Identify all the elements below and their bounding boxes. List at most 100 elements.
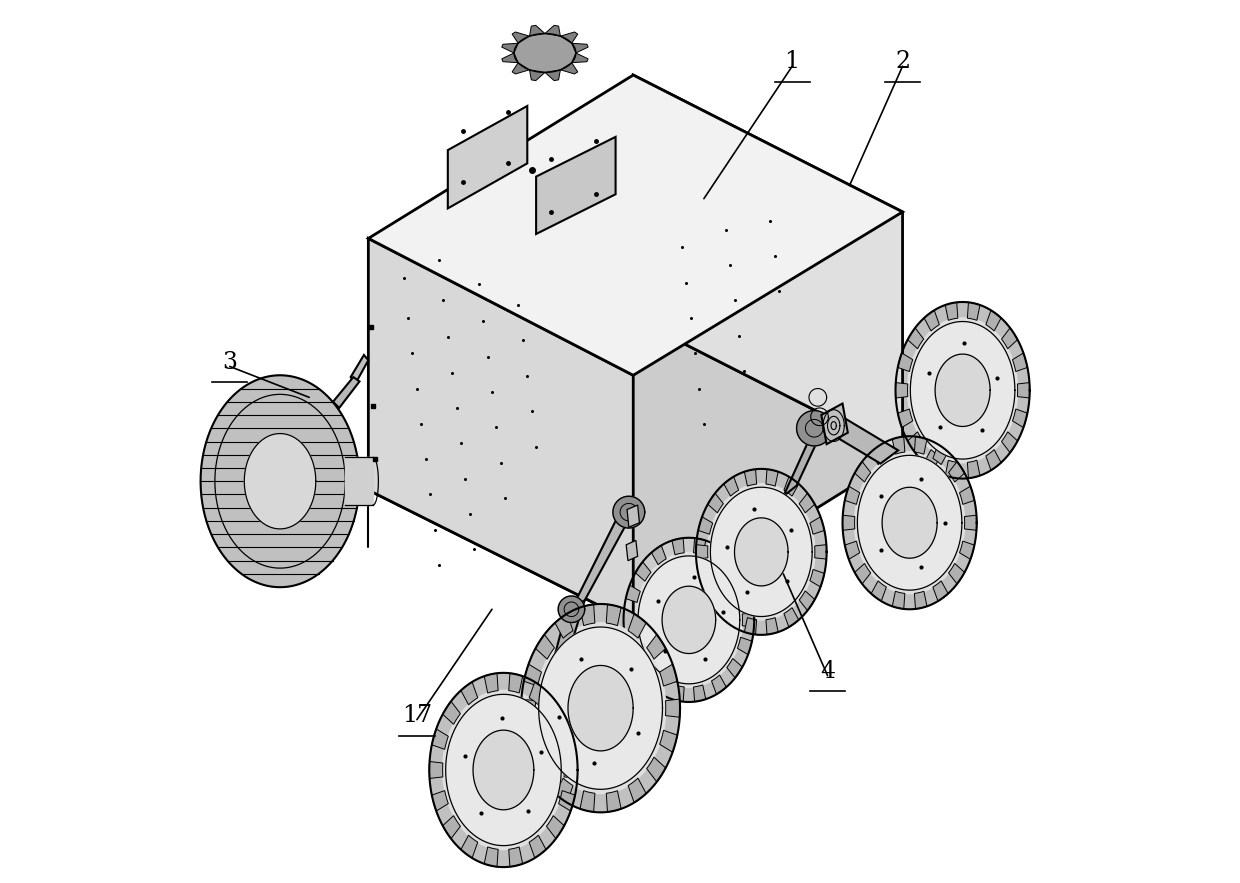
Polygon shape — [508, 673, 522, 693]
Polygon shape — [960, 487, 975, 504]
Polygon shape — [549, 600, 585, 675]
Polygon shape — [624, 538, 754, 702]
Polygon shape — [895, 382, 908, 398]
Polygon shape — [949, 462, 965, 482]
Polygon shape — [448, 106, 527, 208]
Polygon shape — [854, 563, 870, 584]
Polygon shape — [898, 409, 913, 427]
Polygon shape — [698, 517, 713, 534]
Polygon shape — [508, 847, 522, 867]
Polygon shape — [521, 699, 536, 717]
Polygon shape — [895, 302, 1029, 479]
Polygon shape — [536, 137, 615, 234]
Polygon shape — [1018, 382, 1029, 398]
Polygon shape — [908, 328, 924, 349]
Polygon shape — [796, 411, 832, 446]
Polygon shape — [696, 469, 827, 635]
Polygon shape — [810, 570, 825, 587]
Polygon shape — [558, 729, 575, 750]
Polygon shape — [351, 355, 368, 384]
Polygon shape — [696, 545, 708, 559]
Text: 3: 3 — [222, 351, 237, 374]
Polygon shape — [627, 505, 640, 527]
Polygon shape — [502, 53, 518, 63]
Text: 1: 1 — [785, 50, 800, 73]
Polygon shape — [1002, 328, 1018, 349]
Polygon shape — [844, 487, 859, 504]
Polygon shape — [629, 614, 646, 638]
Polygon shape — [872, 444, 887, 464]
Polygon shape — [443, 691, 564, 849]
Polygon shape — [1013, 409, 1028, 427]
Polygon shape — [626, 540, 637, 561]
Polygon shape — [882, 487, 937, 558]
Polygon shape — [461, 835, 477, 858]
Polygon shape — [908, 318, 1018, 463]
Polygon shape — [538, 627, 662, 789]
Polygon shape — [626, 638, 640, 654]
Polygon shape — [766, 469, 779, 487]
Polygon shape — [521, 604, 680, 812]
Polygon shape — [815, 411, 898, 464]
Polygon shape — [564, 761, 578, 779]
Polygon shape — [924, 310, 940, 331]
Polygon shape — [666, 699, 680, 717]
Polygon shape — [635, 562, 651, 581]
Polygon shape — [738, 638, 751, 654]
Polygon shape — [512, 63, 529, 74]
Polygon shape — [842, 436, 977, 609]
Polygon shape — [712, 675, 727, 694]
Text: 2: 2 — [895, 50, 910, 73]
Polygon shape — [698, 570, 713, 587]
Polygon shape — [523, 730, 542, 752]
Polygon shape — [529, 26, 544, 36]
Polygon shape — [660, 664, 677, 686]
Polygon shape — [201, 375, 360, 587]
Polygon shape — [857, 456, 962, 590]
Polygon shape — [529, 682, 546, 705]
Polygon shape — [429, 761, 443, 779]
Polygon shape — [567, 503, 637, 618]
Polygon shape — [432, 729, 449, 750]
Polygon shape — [914, 592, 928, 609]
Polygon shape — [799, 494, 815, 513]
Polygon shape — [529, 835, 546, 858]
Polygon shape — [523, 664, 542, 686]
Polygon shape — [672, 685, 684, 702]
Polygon shape — [626, 585, 640, 602]
Polygon shape — [986, 449, 1001, 471]
Polygon shape — [799, 591, 815, 610]
Polygon shape — [461, 682, 477, 705]
Text: 4: 4 — [820, 660, 835, 683]
Polygon shape — [368, 238, 634, 623]
Polygon shape — [924, 449, 940, 471]
Polygon shape — [743, 613, 754, 627]
Polygon shape — [512, 32, 529, 43]
Polygon shape — [485, 673, 498, 693]
Polygon shape — [558, 790, 575, 811]
Polygon shape — [547, 701, 564, 724]
Polygon shape — [606, 604, 621, 626]
Polygon shape — [967, 460, 980, 479]
Polygon shape — [560, 63, 578, 74]
Polygon shape — [572, 53, 588, 63]
Polygon shape — [724, 608, 739, 627]
Polygon shape — [967, 302, 980, 321]
Polygon shape — [945, 460, 957, 479]
Polygon shape — [945, 302, 957, 321]
Polygon shape — [693, 685, 706, 702]
Polygon shape — [547, 816, 564, 839]
Polygon shape — [606, 790, 621, 812]
Polygon shape — [727, 562, 743, 581]
Polygon shape — [536, 623, 666, 794]
Polygon shape — [580, 604, 595, 626]
Polygon shape — [784, 477, 799, 496]
Polygon shape — [949, 563, 965, 584]
Polygon shape — [662, 586, 715, 653]
Polygon shape — [854, 452, 965, 593]
Polygon shape — [727, 659, 743, 678]
Polygon shape — [708, 591, 723, 610]
Polygon shape — [635, 659, 651, 678]
Polygon shape — [629, 778, 646, 803]
Polygon shape — [1002, 432, 1018, 453]
